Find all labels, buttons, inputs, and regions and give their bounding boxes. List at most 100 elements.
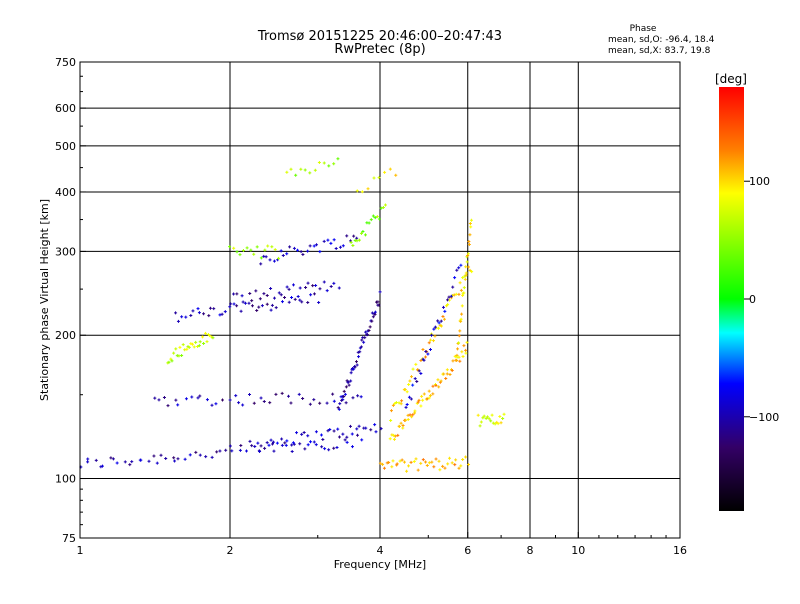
echo-point xyxy=(255,245,259,249)
echo-point xyxy=(349,371,353,375)
echo-point xyxy=(344,401,348,405)
echo-point xyxy=(248,393,252,397)
echo-point xyxy=(205,340,209,344)
echo-point xyxy=(481,416,485,420)
echo-point xyxy=(235,292,239,296)
echo-point xyxy=(479,420,483,424)
y-tick-label: 100 xyxy=(55,473,76,486)
echo-point xyxy=(382,466,386,470)
echo-point xyxy=(441,314,445,318)
echo-point xyxy=(281,253,285,257)
echo-point xyxy=(280,443,284,447)
echo-point xyxy=(207,314,211,318)
echo-point xyxy=(332,238,336,242)
echo-point xyxy=(462,286,466,290)
echo-point xyxy=(338,245,342,249)
echo-point xyxy=(470,270,474,274)
echo-point xyxy=(442,317,446,321)
echo-point xyxy=(285,285,289,289)
echo-point xyxy=(445,368,449,372)
echo-point xyxy=(232,302,236,306)
echo-point xyxy=(245,449,249,453)
echo-point xyxy=(453,276,457,280)
echo-point xyxy=(342,389,346,393)
echo-point xyxy=(408,413,412,417)
echo-point xyxy=(159,453,163,457)
x-tick-label: 10 xyxy=(571,544,585,557)
echo-point xyxy=(379,427,383,431)
echo-point xyxy=(153,396,157,400)
echo-point xyxy=(407,464,411,468)
echo-point xyxy=(446,462,450,466)
echo-point xyxy=(262,400,266,404)
echo-point xyxy=(417,398,421,402)
echo-point xyxy=(446,298,450,302)
echo-point xyxy=(369,428,373,432)
echo-point xyxy=(407,382,411,386)
echo-point xyxy=(174,311,178,315)
echo-point xyxy=(410,415,414,419)
echo-point xyxy=(197,311,201,315)
echo-point xyxy=(205,398,209,402)
echo-point xyxy=(401,424,405,428)
echo-point xyxy=(441,464,445,468)
echo-point xyxy=(413,409,417,413)
echo-point xyxy=(259,396,263,400)
x-tick-label: 6 xyxy=(464,544,471,557)
echo-point xyxy=(461,458,465,462)
echo-point xyxy=(491,421,495,425)
echo-point xyxy=(115,461,119,465)
echo-point xyxy=(437,385,441,389)
echo-point xyxy=(314,443,318,447)
echo-point xyxy=(279,249,283,253)
echo-point xyxy=(468,221,472,225)
echo-point xyxy=(377,303,381,307)
echo-point xyxy=(368,325,372,329)
echo-point xyxy=(269,308,273,312)
echo-point xyxy=(455,268,459,272)
echo-point xyxy=(448,372,452,376)
echo-point xyxy=(417,369,421,373)
echo-point xyxy=(499,421,503,425)
echo-point xyxy=(283,295,287,299)
echo-point xyxy=(210,455,214,459)
echo-point xyxy=(414,457,418,461)
echo-point xyxy=(228,305,232,309)
echo-point xyxy=(367,328,371,332)
echo-point xyxy=(394,173,398,177)
echo-point xyxy=(352,234,356,238)
echo-point xyxy=(428,394,432,398)
echo-point xyxy=(109,456,113,460)
echo-point xyxy=(299,167,303,171)
echo-point xyxy=(419,461,423,465)
echo-point xyxy=(424,355,428,359)
echo-point xyxy=(394,400,398,404)
echo-point xyxy=(291,283,295,287)
echo-point xyxy=(399,421,403,425)
echo-point xyxy=(354,360,358,364)
echo-point xyxy=(363,336,367,340)
echo-point xyxy=(285,439,289,443)
echo-point xyxy=(245,246,249,250)
echo-point xyxy=(250,299,254,303)
echo-point xyxy=(459,288,463,292)
echo-point xyxy=(164,457,168,461)
echo-point xyxy=(277,256,281,260)
echo-point xyxy=(462,291,466,295)
echo-point xyxy=(460,350,464,354)
echo-point xyxy=(455,358,459,362)
echo-point xyxy=(348,424,352,428)
echo-point xyxy=(296,294,300,298)
echo-point xyxy=(461,276,465,280)
echo-point xyxy=(486,415,490,419)
echo-point xyxy=(343,392,347,396)
echo-point xyxy=(404,405,408,409)
echo-point xyxy=(498,415,502,419)
echo-point xyxy=(367,221,371,225)
echo-point xyxy=(224,448,228,452)
echo-point xyxy=(185,347,189,351)
echo-point xyxy=(189,314,193,318)
echo-point xyxy=(238,448,242,452)
echo-point xyxy=(458,329,462,333)
echo-point xyxy=(274,392,278,396)
